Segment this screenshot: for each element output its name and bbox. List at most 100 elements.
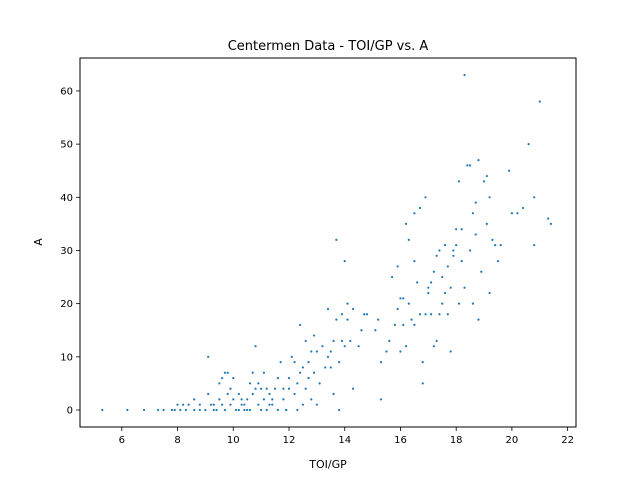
data-point (469, 249, 472, 252)
data-point (343, 345, 346, 348)
data-point (480, 270, 483, 273)
data-point (282, 387, 285, 390)
data-point (248, 408, 252, 412)
data-point (549, 222, 553, 225)
data-point (329, 366, 332, 369)
data-point (413, 212, 416, 215)
x-axis-label: TOI/GP (308, 458, 347, 471)
data-point (471, 302, 474, 305)
data-point (455, 244, 458, 247)
data-point (379, 398, 383, 401)
data-point (287, 387, 291, 390)
data-point (463, 73, 466, 77)
data-point (396, 265, 399, 268)
data-point (508, 169, 511, 172)
data-point (349, 339, 352, 342)
data-point (240, 403, 243, 406)
data-point (421, 382, 424, 385)
data-point (435, 339, 438, 342)
data-point (404, 345, 408, 348)
x-tick-label: 10 (227, 435, 240, 446)
data-point (416, 281, 419, 284)
data-point (457, 180, 461, 183)
data-point (282, 398, 285, 401)
y-tick-label: 60 (60, 86, 73, 97)
data-point (338, 408, 341, 412)
y-tick-label: 30 (60, 246, 73, 257)
data-point (268, 403, 271, 406)
data-point (198, 403, 201, 406)
data-point (527, 143, 530, 146)
data-point (212, 403, 215, 406)
data-point (471, 212, 474, 215)
data-point (446, 265, 449, 268)
data-point (443, 291, 447, 295)
data-point (351, 307, 355, 311)
data-point (248, 382, 252, 385)
data-point (413, 260, 416, 263)
data-point (485, 222, 488, 225)
data-point (374, 329, 377, 332)
data-point (443, 244, 447, 247)
data-point (343, 260, 346, 263)
data-point (182, 403, 185, 406)
data-point (301, 366, 305, 369)
data-point (455, 228, 458, 231)
data-point (390, 275, 394, 279)
data-point (315, 403, 318, 406)
data-point (326, 355, 330, 358)
data-point (340, 313, 344, 316)
data-point (482, 180, 486, 183)
data-point (262, 398, 266, 401)
data-point (326, 307, 330, 311)
y-tick-label: 50 (60, 140, 73, 151)
data-point (494, 244, 497, 247)
data-point (346, 302, 349, 305)
data-point (474, 201, 477, 204)
data-point (215, 408, 218, 412)
data-point (237, 408, 240, 412)
data-point (410, 318, 413, 321)
data-point (430, 313, 433, 316)
x-tick-label: 8 (174, 435, 180, 446)
data-point (232, 398, 235, 401)
data-point (396, 307, 399, 311)
data-point (221, 376, 224, 380)
data-point (521, 206, 525, 210)
data-point (460, 260, 463, 263)
data-point (304, 387, 307, 390)
data-point (237, 392, 240, 396)
x-tick-label: 12 (283, 435, 296, 446)
data-point (315, 350, 318, 353)
data-point (229, 387, 232, 390)
data-point (301, 403, 305, 406)
data-point (260, 387, 263, 390)
data-point (179, 408, 182, 412)
data-point (407, 238, 410, 241)
data-point (379, 361, 383, 364)
data-point (207, 355, 210, 358)
data-point (338, 361, 341, 364)
data-point (246, 398, 249, 401)
data-point (271, 403, 274, 406)
y-tick-label: 0 (67, 405, 73, 416)
data-point (223, 371, 226, 374)
data-point (324, 366, 327, 369)
data-point (547, 217, 550, 220)
data-point (452, 254, 455, 257)
data-point (218, 398, 221, 401)
x-tick-label: 14 (338, 435, 351, 446)
data-point (449, 350, 452, 353)
data-point (393, 323, 396, 327)
data-point (209, 403, 213, 406)
data-point (312, 371, 316, 374)
data-point (430, 281, 433, 284)
data-point (254, 387, 257, 390)
data-point (226, 371, 229, 374)
data-point (424, 196, 427, 199)
x-tick-label: 6 (119, 435, 125, 446)
data-point (240, 398, 243, 401)
x-tick-label: 20 (506, 435, 519, 446)
data-point (469, 164, 472, 167)
data-point (533, 244, 536, 247)
